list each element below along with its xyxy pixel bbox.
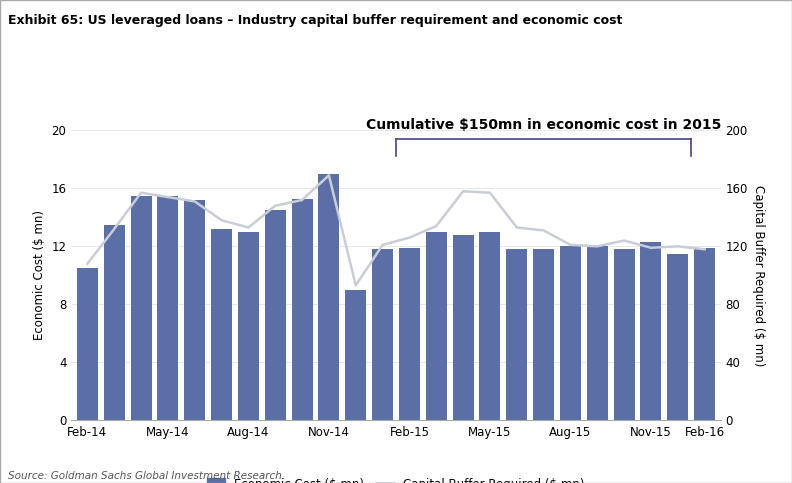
Bar	[479, 232, 501, 420]
Bar	[668, 254, 688, 420]
Bar	[104, 225, 124, 420]
Text: Exhibit 65: US leveraged loans – Industry capital buffer requirement and economi: Exhibit 65: US leveraged loans – Industr…	[8, 14, 623, 28]
Text: Cumulative $150mn in economic cost in 2015: Cumulative $150mn in economic cost in 20…	[366, 118, 722, 132]
Y-axis label: Economic Cost ($ mn): Economic Cost ($ mn)	[32, 210, 46, 341]
Bar	[560, 246, 581, 420]
Bar	[131, 196, 151, 420]
Legend: Economic Cost ($ mn), Capital Buffer Required ($ mn): Economic Cost ($ mn), Capital Buffer Req…	[203, 473, 589, 483]
Bar	[587, 246, 607, 420]
Bar	[158, 196, 178, 420]
Bar	[614, 249, 634, 420]
Bar	[265, 210, 286, 420]
Bar	[506, 249, 527, 420]
Bar	[452, 235, 474, 420]
Bar	[372, 249, 393, 420]
Bar	[238, 232, 259, 420]
Bar	[318, 174, 340, 420]
Bar	[345, 290, 366, 420]
Bar	[185, 200, 205, 420]
Bar	[426, 232, 447, 420]
Y-axis label: Capital Buffer Required ($ mn): Capital Buffer Required ($ mn)	[752, 185, 764, 366]
Bar	[77, 268, 98, 420]
Bar	[291, 199, 313, 420]
Bar	[694, 248, 715, 420]
Bar	[641, 242, 661, 420]
Text: Source: Goldman Sachs Global Investment Research.: Source: Goldman Sachs Global Investment …	[8, 470, 285, 481]
Bar	[399, 248, 420, 420]
Bar	[211, 229, 232, 420]
Bar	[533, 249, 554, 420]
